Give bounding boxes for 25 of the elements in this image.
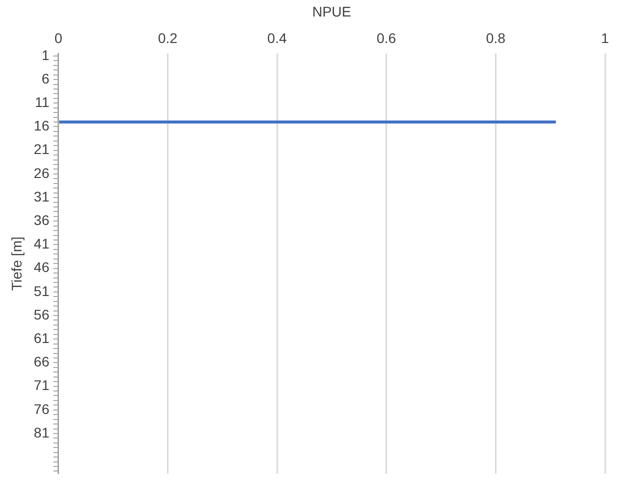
y-axis-title: Tiefe [m]	[8, 236, 24, 291]
x-tick-label: 0.2	[158, 30, 178, 46]
y-tick-label: 16	[34, 118, 50, 134]
y-tick-label: 21	[34, 141, 50, 158]
y-tick-label: 46	[34, 259, 50, 276]
x-axis-title: NPUE	[312, 3, 352, 20]
y-tick-label: 71	[34, 377, 50, 394]
y-tick-label: 76	[34, 400, 50, 417]
y-tick-label: 31	[34, 188, 50, 204]
x-tick-label: 0.4	[267, 30, 287, 46]
y-tick-label: 36	[34, 212, 50, 228]
y-tick-label: 66	[34, 354, 50, 370]
y-tick-label: 61	[34, 330, 50, 346]
y-tick-label: 56	[34, 306, 50, 322]
y-tick-label: 26	[34, 164, 50, 181]
y-tick-label: 6	[42, 70, 50, 86]
y-tick-label: 41	[34, 236, 50, 252]
x-tick-label: 0.8	[486, 30, 506, 46]
y-tick-label: 51	[34, 282, 50, 299]
x-tick-label: 0	[54, 30, 62, 46]
x-tick-label: 1	[601, 30, 610, 46]
y-tick-label: 11	[34, 94, 50, 110]
x-tick-label: 0.6	[376, 30, 396, 46]
y-tick-label: 1	[42, 46, 50, 63]
y-tick-label: 81	[34, 424, 50, 440]
